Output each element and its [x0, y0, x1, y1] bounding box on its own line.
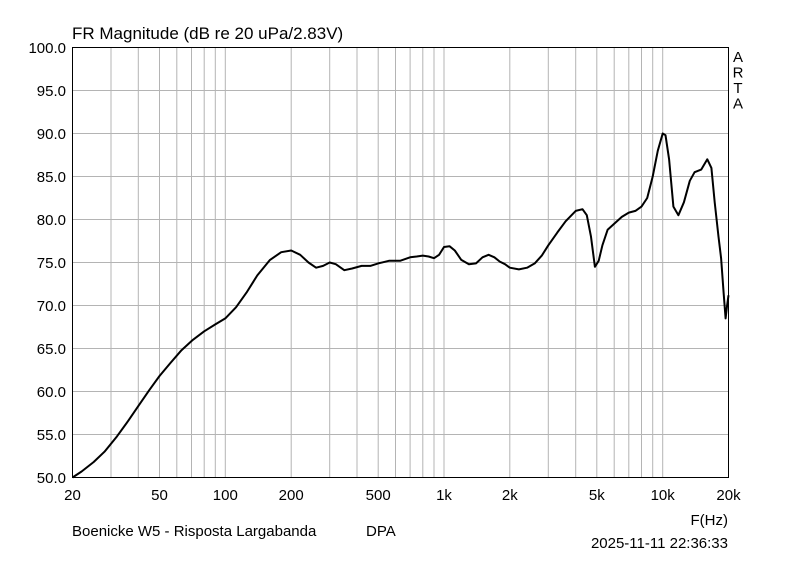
side-label-letter: A — [733, 96, 743, 113]
x-axis-ticks: 20 50 100 200 500 1k 2k 5k 10k 20k — [64, 487, 741, 504]
x-tick-label: 50 — [151, 487, 168, 504]
side-label-letter: T — [733, 80, 742, 97]
y-tick-label: 70.0 — [37, 298, 66, 315]
x-tick-label: 5k — [589, 487, 605, 504]
x-tick-label: 20 — [64, 487, 81, 504]
y-tick-label: 65.0 — [37, 341, 66, 358]
x-tick-label: 1k — [436, 487, 452, 504]
y-tick-label: 75.0 — [37, 255, 66, 272]
x-tick-label: 200 — [279, 487, 304, 504]
side-label-letter: R — [733, 65, 744, 82]
x-tick-label: 100 — [213, 487, 238, 504]
y-tick-label: 85.0 — [37, 169, 66, 186]
x-tick-label: 2k — [502, 487, 518, 504]
plot-frame — [72, 47, 729, 478]
y-tick-label: 55.0 — [37, 427, 66, 444]
y-tick-label: 95.0 — [37, 83, 66, 100]
footer-mode: DPA — [366, 523, 396, 540]
y-tick-label: 80.0 — [37, 212, 66, 229]
x-tick-label: 500 — [366, 487, 391, 504]
x-tick-label: 10k — [651, 487, 676, 504]
series-line-magnitude — [71, 132, 730, 479]
y-tick-label: 60.0 — [37, 384, 66, 401]
side-label-letter: A — [733, 49, 743, 66]
footer-description: Boenicke W5 - Risposta Largabanda — [72, 523, 317, 540]
grid-lines — [72, 47, 729, 478]
y-axis-ticks: 50.0 55.0 60.0 65.0 70.0 75.0 80.0 85.0 90.0 95.0… — [28, 40, 66, 487]
y-tick-label: 50.0 — [37, 470, 66, 487]
x-tick-label: 20k — [716, 487, 741, 504]
y-tick-label: 90.0 — [37, 126, 66, 143]
chart-title: FR Magnitude (dB re 20 uPa/2.83V) — [72, 24, 343, 43]
y-tick-label: 100.0 — [28, 40, 66, 57]
x-axis-label: F(Hz) — [691, 512, 729, 529]
footer-timestamp: 2025-11-11 22:36:33 — [591, 535, 728, 552]
